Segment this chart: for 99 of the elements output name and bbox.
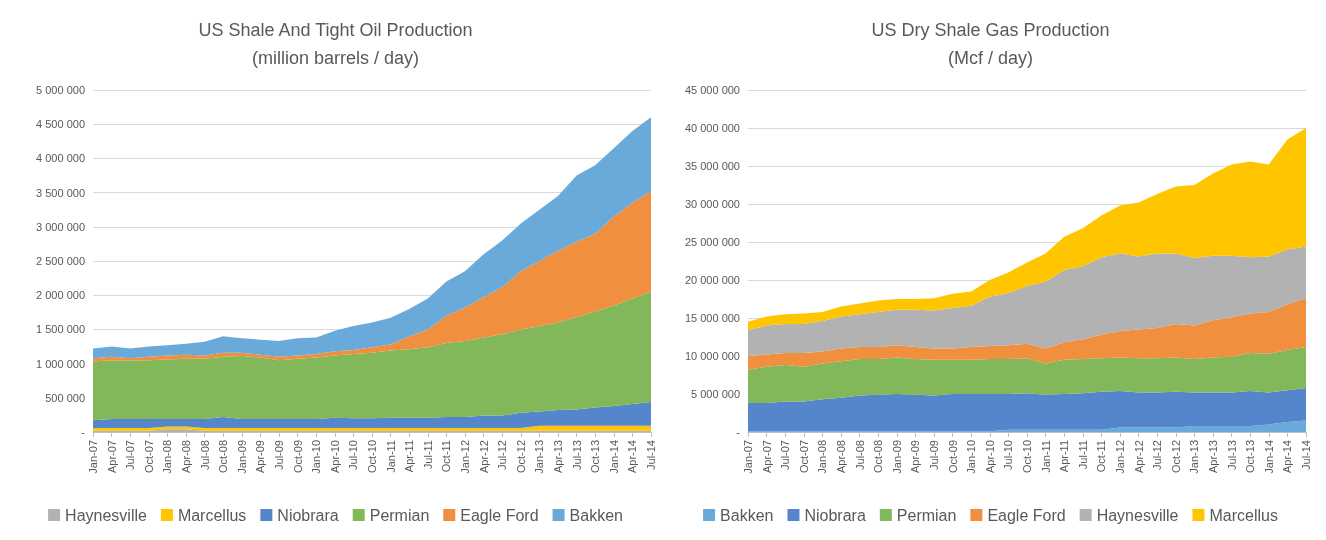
x-tick-label: Oct-13	[1244, 440, 1257, 474]
x-tick-label: Apr-11	[1058, 440, 1071, 473]
y-tick-label: 3 500 000	[36, 186, 85, 199]
x-tick-label: Jan-07	[742, 440, 754, 474]
x-tick-label: Jul-10	[1002, 440, 1015, 470]
chart-subtitle: (Mcf / day)	[947, 48, 1034, 68]
y-tick-label: 4 000 000	[36, 152, 85, 165]
legend-label: Haynesville	[1096, 506, 1179, 524]
y-tick-label: 2 000 000	[36, 289, 85, 302]
x-tick-label: Apr-12	[477, 440, 490, 474]
x-tick-label: Jan-11	[1039, 440, 1052, 473]
x-tick-label: Oct-12	[514, 440, 527, 474]
legend-label: Bakken	[720, 506, 774, 524]
legend-label: Bakken	[569, 506, 623, 524]
x-tick-label: Apr-13	[1207, 440, 1219, 474]
x-tick-label: Oct-07	[797, 440, 810, 474]
legend-label: Eagle Ford	[460, 506, 539, 524]
x-tick-label: Apr-10	[983, 440, 996, 474]
x-tick-label: Jul-12	[496, 440, 509, 470]
x-tick-label: Jan-09	[890, 440, 903, 474]
y-tick-label: 5 000 000	[691, 388, 740, 400]
x-tick-label: Oct-08	[872, 440, 885, 474]
x-tick-label: Apr-13	[552, 440, 564, 474]
legend-label: Niobrara	[277, 506, 339, 524]
x-tick-label: Jul-09	[273, 440, 285, 470]
y-tick-label: 35 000 000	[684, 160, 740, 172]
y-tick-label: 4 500 000	[36, 118, 85, 131]
legend-label: Marcellus	[177, 506, 247, 524]
x-tick-label: Apr-07	[105, 440, 118, 474]
x-tick-label: Jul-13	[570, 440, 583, 470]
x-tick-label: Oct-07	[142, 440, 155, 474]
y-tick-label: 45 000 000	[684, 84, 740, 96]
x-tick-label: Jul-13	[1225, 440, 1238, 470]
y-tick-label: 20 000 000	[684, 274, 740, 286]
legend-label: Marcellus	[1209, 506, 1278, 524]
x-tick-label: Apr-12	[1132, 440, 1145, 474]
x-tick-label: Oct-10	[1021, 440, 1033, 474]
x-tick-label: Jan-14	[607, 440, 620, 474]
y-tick-label: 3 000 000	[36, 220, 85, 233]
y-tick-label: 15 000 000	[684, 312, 740, 324]
legend-label: Permian	[896, 506, 957, 524]
x-tick-label: Apr-09	[909, 440, 922, 474]
x-tick-label: Jan-13	[1188, 440, 1201, 474]
x-tick-label: Apr-14	[626, 440, 639, 474]
x-tick-label: Jul-11	[421, 440, 434, 470]
x-tick-label: Jan-10	[310, 440, 323, 474]
x-tick-label: Jul-12	[1151, 440, 1164, 470]
x-tick-label: Oct-10	[366, 440, 378, 474]
x-tick-label: Oct-13	[589, 440, 602, 474]
x-tick-label: Jan-10	[965, 440, 978, 474]
x-tick-label: Apr-08	[835, 440, 847, 474]
chart-title: US Dry Shale Gas Production	[871, 20, 1110, 40]
x-tick-label: Jan-09	[235, 440, 248, 474]
y-tick-label: 25 000 000	[684, 236, 740, 248]
x-tick-label: Jul-09	[928, 440, 940, 470]
x-tick-label: Jul-07	[779, 440, 792, 470]
y-tick-label: 500 000	[45, 391, 85, 404]
x-tick-label: Apr-14	[1281, 440, 1294, 474]
x-tick-label: Oct-08	[217, 440, 230, 474]
x-tick-label: Jul-07	[124, 440, 137, 470]
legend-label: Haynesville	[65, 506, 147, 524]
y-tick-label: -	[81, 426, 86, 438]
legend-label: Permian	[369, 506, 430, 524]
x-tick-label: Apr-11	[403, 440, 416, 473]
x-tick-label: Oct-11	[1095, 440, 1108, 473]
x-tick-label: Apr-07	[760, 440, 773, 474]
x-tick-label: Jan-14	[1262, 440, 1275, 474]
legend-label: Eagle Ford	[987, 506, 1066, 524]
x-tick-label: Apr-09	[254, 440, 267, 474]
x-tick-label: Oct-11	[440, 440, 453, 473]
y-tick-label: 1 000 000	[36, 357, 85, 370]
x-tick-label: Jan-12	[1114, 440, 1126, 474]
x-tick-label: Jul-11	[1076, 440, 1089, 470]
x-tick-label: Jul-10	[347, 440, 360, 470]
x-tick-label: Jul-08	[853, 440, 866, 470]
x-tick-label: Jan-13	[533, 440, 546, 474]
x-tick-label: Jul-14	[645, 440, 657, 470]
x-tick-label: Jan-11	[384, 440, 397, 473]
x-tick-label: Jul-08	[198, 440, 211, 470]
chart-title: US Shale And Tight Oil Production	[198, 20, 473, 40]
x-tick-label: Oct-12	[1169, 440, 1182, 474]
x-tick-label: Apr-10	[328, 440, 341, 474]
x-tick-label: Jan-08	[161, 440, 174, 474]
y-tick-label: 1 500 000	[36, 323, 85, 336]
y-tick-label: 5 000 000	[36, 84, 85, 96]
x-tick-label: Oct-09	[946, 440, 959, 474]
y-tick-label: 40 000 000	[684, 122, 740, 134]
chart-subtitle: (million barrels / day)	[251, 48, 420, 68]
x-tick-label: Jan-07	[87, 440, 99, 474]
y-tick-label: 10 000 000	[684, 350, 740, 362]
x-tick-label: Jul-14	[1300, 440, 1312, 470]
y-tick-label: 2 500 000	[36, 255, 85, 267]
y-tick-label: -	[736, 426, 741, 438]
x-tick-label: Oct-09	[291, 440, 304, 474]
y-tick-label: 30 000 000	[684, 198, 740, 210]
legend-label: Niobrara	[804, 506, 866, 524]
x-tick-label: Jan-12	[459, 440, 471, 474]
x-tick-label: Jan-08	[816, 440, 829, 474]
x-tick-label: Apr-08	[180, 440, 192, 474]
